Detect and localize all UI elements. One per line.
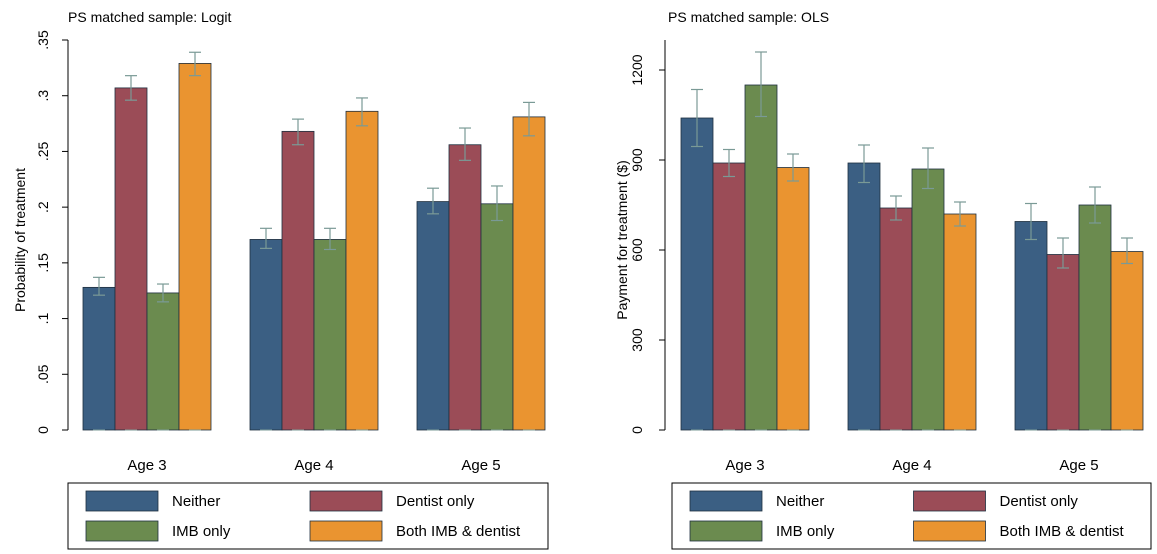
- bar-both: [178, 63, 212, 431]
- legend-swatch-both: [309, 520, 383, 542]
- y-tick-label: 300: [629, 328, 645, 352]
- legend-swatch-neither: [85, 490, 159, 512]
- bar-both: [943, 213, 977, 431]
- ols-chart-panel: PS matched sample: OLS Payment for treatm…: [614, 9, 1152, 550]
- x-tick-label: Age 5: [461, 457, 500, 474]
- y-tick-label: .1: [35, 313, 51, 325]
- legend-label: IMB only: [776, 523, 835, 540]
- legend-swatch-both: [913, 520, 986, 542]
- bar-neither: [680, 117, 714, 431]
- y-tick-label: .35: [35, 30, 51, 50]
- bar-imb-only: [744, 84, 778, 431]
- bar-imb-only: [313, 239, 347, 431]
- legend-swatch-neither: [689, 490, 763, 512]
- bar-both: [776, 167, 810, 431]
- x-tick-label: Age 4: [294, 457, 333, 474]
- bar-dentist-only: [879, 207, 913, 431]
- bar-neither: [82, 286, 116, 431]
- chart-title: PS matched sample: OLS: [668, 9, 829, 25]
- bar-neither: [847, 162, 881, 431]
- x-tick-label: Age 3: [127, 457, 166, 474]
- legend-label: Dentist only: [396, 493, 475, 510]
- legend-swatch-imb-only: [689, 520, 763, 542]
- bar-imb-only: [911, 168, 945, 431]
- bar-dentist-only: [448, 144, 482, 431]
- bar-dentist-only: [712, 162, 746, 431]
- legend-label: Both IMB & dentist: [396, 523, 521, 540]
- y-tick-label: 0: [629, 426, 645, 434]
- legend-label: Dentist only: [1000, 493, 1079, 510]
- legend-swatch-imb-only: [85, 520, 159, 542]
- y-tick-label: .3: [35, 90, 51, 102]
- bar-imb-only: [146, 292, 180, 431]
- bar-dentist-only: [114, 87, 148, 431]
- chart-title: PS matched sample: Logit: [68, 9, 232, 25]
- y-axis-label: Probability of treatment: [12, 168, 28, 312]
- x-tick-label: Age 5: [1059, 457, 1098, 474]
- y-tick-label: .2: [35, 201, 51, 213]
- bar-imb-only: [480, 203, 514, 431]
- y-axis-label: Payment for treatment ($): [614, 160, 630, 320]
- bar-dentist-only: [281, 130, 315, 431]
- bar-neither: [249, 239, 283, 431]
- legend-swatch-dentist-only: [913, 490, 986, 512]
- legend-label: Both IMB & dentist: [1000, 523, 1125, 540]
- y-tick-label: 0: [35, 426, 51, 434]
- bar-both: [345, 110, 379, 431]
- y-tick-label: .05: [35, 364, 51, 384]
- bar-both: [512, 116, 546, 431]
- x-tick-label: Age 4: [892, 457, 931, 474]
- legend-label: Neither: [776, 493, 824, 510]
- bar-neither: [416, 201, 450, 431]
- logit-chart-panel: PS matched sample: Logit Probability of t…: [12, 9, 549, 550]
- legend-label: Neither: [172, 493, 220, 510]
- bar-neither: [1014, 221, 1048, 431]
- legend-swatch-dentist-only: [309, 490, 383, 512]
- y-tick-label: 900: [629, 148, 645, 172]
- y-tick-label: .25: [35, 141, 51, 161]
- bar-dentist-only: [1046, 254, 1080, 431]
- y-tick-label: .15: [35, 253, 51, 273]
- bar-imb-only: [1078, 204, 1112, 431]
- bar-both: [1110, 251, 1144, 431]
- y-tick-label: 600: [629, 238, 645, 262]
- legend-label: IMB only: [172, 523, 231, 540]
- x-tick-label: Age 3: [725, 457, 764, 474]
- y-tick-label: 1200: [629, 54, 645, 85]
